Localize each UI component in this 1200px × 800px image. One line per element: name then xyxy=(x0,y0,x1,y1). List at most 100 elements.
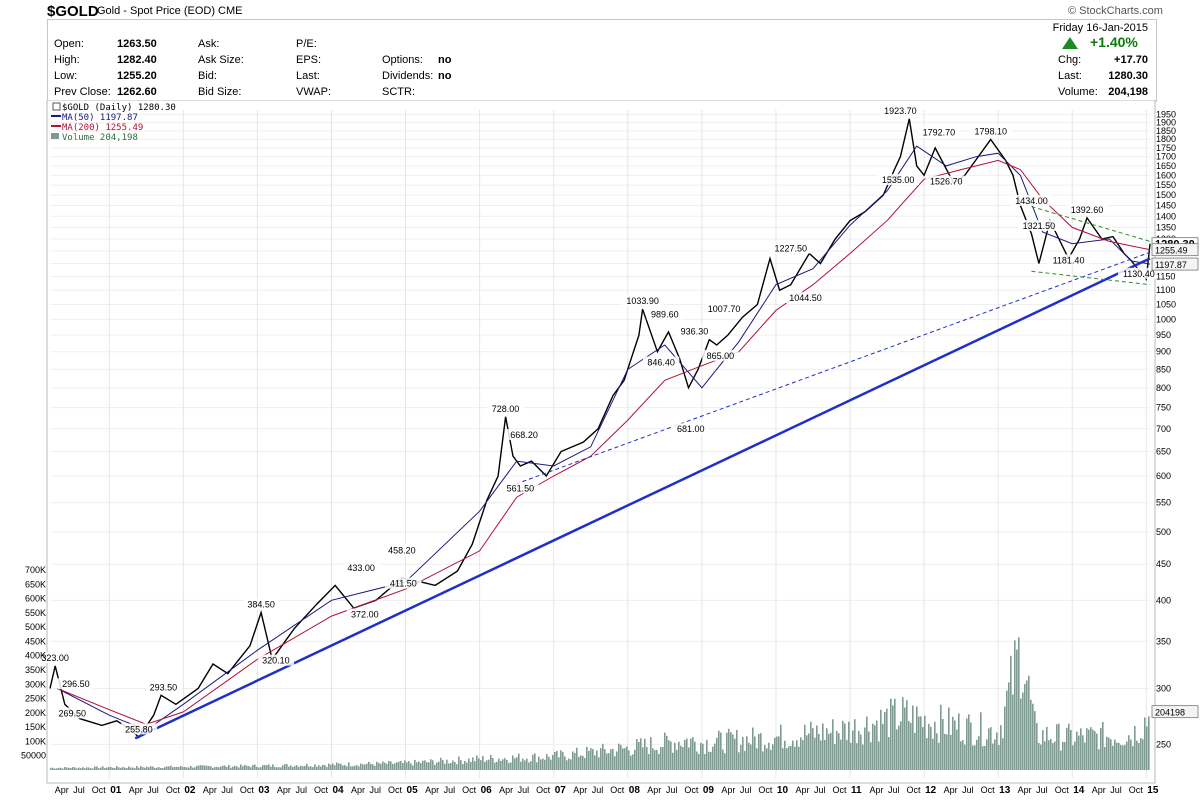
price-annotation-bg xyxy=(879,104,922,116)
price-annotation-label: 681.00 xyxy=(677,424,705,434)
price-annotation-label: 668.20 xyxy=(510,430,538,440)
volume-bar xyxy=(646,746,648,770)
volume-bar xyxy=(484,761,486,770)
volume-bar xyxy=(1078,735,1080,770)
volume-bar xyxy=(750,744,752,770)
volume-bar xyxy=(362,764,364,770)
volume-bar xyxy=(780,724,782,770)
volume-bar xyxy=(266,765,268,770)
month-label: Apr xyxy=(129,785,143,795)
dividends-label: Dividends: xyxy=(382,70,434,82)
volume-bar xyxy=(942,718,944,770)
volume-bar xyxy=(946,734,948,770)
volume-bar xyxy=(768,742,770,770)
price-annotation-bg xyxy=(257,654,295,666)
price-tick-label: 1950 xyxy=(1156,110,1176,120)
sctr-label: SCTR: xyxy=(382,86,415,98)
volume-bar xyxy=(302,766,304,770)
value-tag-label-ma50: 1197.87 xyxy=(1155,260,1187,270)
volume-bar xyxy=(1122,745,1124,770)
volume-bar xyxy=(980,712,982,770)
volume-bar xyxy=(542,758,544,770)
volume-bar xyxy=(612,748,614,770)
month-label: Oct xyxy=(758,785,773,795)
volume-bar xyxy=(940,704,942,770)
volume-bar xyxy=(666,735,668,770)
trendline-long-support xyxy=(134,257,1151,740)
volume-bar xyxy=(364,764,366,770)
volume-bar xyxy=(194,767,196,770)
year-label: 11 xyxy=(851,785,862,796)
volume-bar xyxy=(52,767,54,770)
price-annotation-bg xyxy=(1017,219,1060,231)
volume-bar xyxy=(74,767,76,770)
volume-bar xyxy=(1080,728,1082,770)
price-annotation-bg xyxy=(642,356,680,368)
month-label: Jul xyxy=(518,785,530,795)
volume-bar xyxy=(104,768,106,770)
month-label: Apr xyxy=(795,785,809,795)
bid-size-label: Bid Size: xyxy=(198,86,242,98)
volume-bar xyxy=(550,759,552,770)
volume-bar xyxy=(426,762,428,770)
volume-bar xyxy=(630,755,632,770)
price-annotation-bg xyxy=(703,303,745,315)
month-label: Oct xyxy=(610,785,625,795)
last-value: 1280.30 xyxy=(1108,70,1148,82)
price-tick-label: 250 xyxy=(1156,739,1171,749)
volume-bar xyxy=(162,768,164,770)
volume-bar xyxy=(890,698,892,770)
year-label: 04 xyxy=(332,785,344,796)
month-label: Apr xyxy=(944,785,958,795)
month-label: Oct xyxy=(388,785,403,795)
price-annotation-bg xyxy=(1066,203,1108,215)
month-label: Oct xyxy=(462,785,477,795)
volume-bar xyxy=(402,763,404,770)
trendlines xyxy=(134,206,1151,740)
volume-bar xyxy=(140,766,142,770)
price-tick-label: 600 xyxy=(1156,471,1171,481)
volume-bar xyxy=(974,745,976,770)
month-label: Jul xyxy=(147,785,159,795)
volume-bar xyxy=(290,765,292,770)
volume-bar xyxy=(882,723,884,770)
volume-bar xyxy=(1022,692,1024,770)
volume-bar xyxy=(824,739,826,770)
price-tick-label: 800 xyxy=(1156,383,1171,393)
exchange-text: CME xyxy=(218,5,243,17)
volume-bar xyxy=(486,760,488,770)
price-annotation-bg xyxy=(702,349,739,361)
volume-bar xyxy=(634,749,636,770)
price-annotation-label: 1526.70 xyxy=(930,177,963,187)
volume-bar xyxy=(86,767,88,770)
volume-bar xyxy=(502,759,504,770)
volume-bar xyxy=(144,767,146,770)
volume-bar xyxy=(1048,740,1050,770)
watermark[interactable]: © StockCharts.com xyxy=(1068,5,1163,17)
volume-bar xyxy=(812,728,814,770)
volume-bar xyxy=(524,760,526,770)
price-annotation-bg xyxy=(784,292,827,304)
price-tick-label: 1600 xyxy=(1156,170,1176,180)
year-label: 08 xyxy=(629,785,641,796)
price-tick-label: 1100 xyxy=(1156,285,1175,295)
volume-bar xyxy=(776,736,778,770)
price-annotation: 293.50 xyxy=(145,681,182,693)
price-tick-label: 950 xyxy=(1156,330,1171,340)
price-annotation-label: 372.00 xyxy=(351,610,379,620)
price-annotation-label: 1798.10 xyxy=(974,127,1007,137)
volume-bar xyxy=(656,749,658,770)
price-tick-label: 1050 xyxy=(1156,299,1176,309)
volume-bar xyxy=(920,716,922,770)
price-annotation: 1321.50 xyxy=(1017,219,1060,231)
volume-bar xyxy=(706,739,708,770)
volume-bar xyxy=(142,767,144,770)
price-annotation: 561.50 xyxy=(502,482,539,494)
volume-bar xyxy=(288,766,290,770)
volume-bar xyxy=(382,761,384,770)
volume-bar xyxy=(870,742,872,770)
month-label: Apr xyxy=(721,785,735,795)
volume-bar xyxy=(130,767,132,770)
volume-bar xyxy=(420,763,422,770)
volume-bar xyxy=(166,766,168,770)
